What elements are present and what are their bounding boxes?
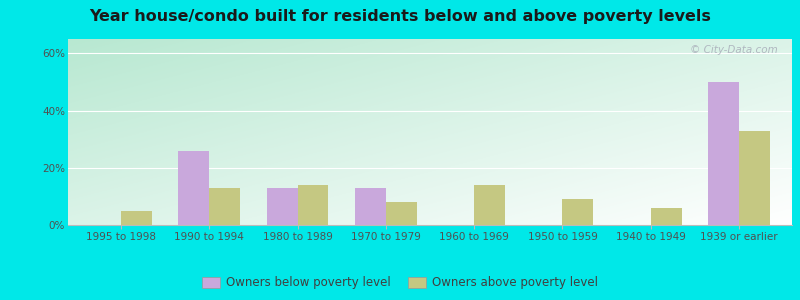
Bar <box>739 130 770 225</box>
Bar <box>121 211 152 225</box>
Bar <box>708 82 739 225</box>
Legend: Owners below poverty level, Owners above poverty level: Owners below poverty level, Owners above… <box>198 272 602 294</box>
Bar <box>386 202 417 225</box>
Text: © City-Data.com: © City-Data.com <box>690 45 778 55</box>
Bar <box>210 188 240 225</box>
Bar <box>562 199 594 225</box>
Bar <box>266 188 298 225</box>
Text: Year house/condo built for residents below and above poverty levels: Year house/condo built for residents bel… <box>89 9 711 24</box>
Bar <box>650 208 682 225</box>
Bar <box>178 151 210 225</box>
Bar <box>298 185 329 225</box>
Bar <box>474 185 505 225</box>
Bar <box>355 188 386 225</box>
